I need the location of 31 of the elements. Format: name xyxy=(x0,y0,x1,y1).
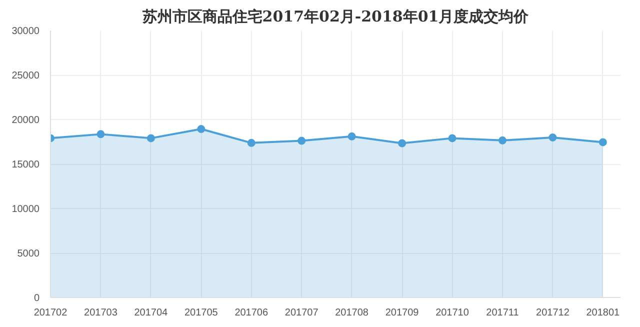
point xyxy=(398,139,406,148)
point xyxy=(247,138,256,147)
x-tick-label: 201705 xyxy=(184,308,218,318)
point xyxy=(548,133,557,142)
y-tick-label: 15000 xyxy=(12,160,40,170)
x-tick-label: 201708 xyxy=(335,308,369,318)
y-tick-label: 25000 xyxy=(12,70,40,82)
x-tick-label: 201703 xyxy=(84,308,118,318)
x-tick-label: 201711 xyxy=(486,308,520,318)
point xyxy=(96,130,105,138)
x-tick-label: 201702 xyxy=(34,308,68,318)
point xyxy=(348,132,356,140)
point xyxy=(298,136,306,145)
y-tick-label: 20000 xyxy=(12,115,40,126)
point xyxy=(598,138,607,146)
x-tick-label: 201704 xyxy=(134,308,168,318)
x-tick-label: 201801 xyxy=(586,308,620,318)
x-tick-label: 201709 xyxy=(385,308,420,318)
x-tick-label: 201706 xyxy=(234,308,269,318)
point xyxy=(146,134,155,142)
x-tick-label: 201712 xyxy=(536,308,570,318)
x-tick-label: 201710 xyxy=(436,308,470,318)
y-tick-label: 30000 xyxy=(12,26,40,37)
y-tick-label: 5000 xyxy=(17,248,40,260)
x-tick-label: 201707 xyxy=(284,308,319,318)
point xyxy=(448,134,456,142)
point xyxy=(197,125,206,134)
y-tick-label: 0 xyxy=(34,293,40,304)
point xyxy=(498,136,506,144)
y-tick-label: 10000 xyxy=(12,204,40,215)
chart-title: 苏州市区商品住宅2017年02月-2018年01月度成交均价 xyxy=(141,8,530,26)
